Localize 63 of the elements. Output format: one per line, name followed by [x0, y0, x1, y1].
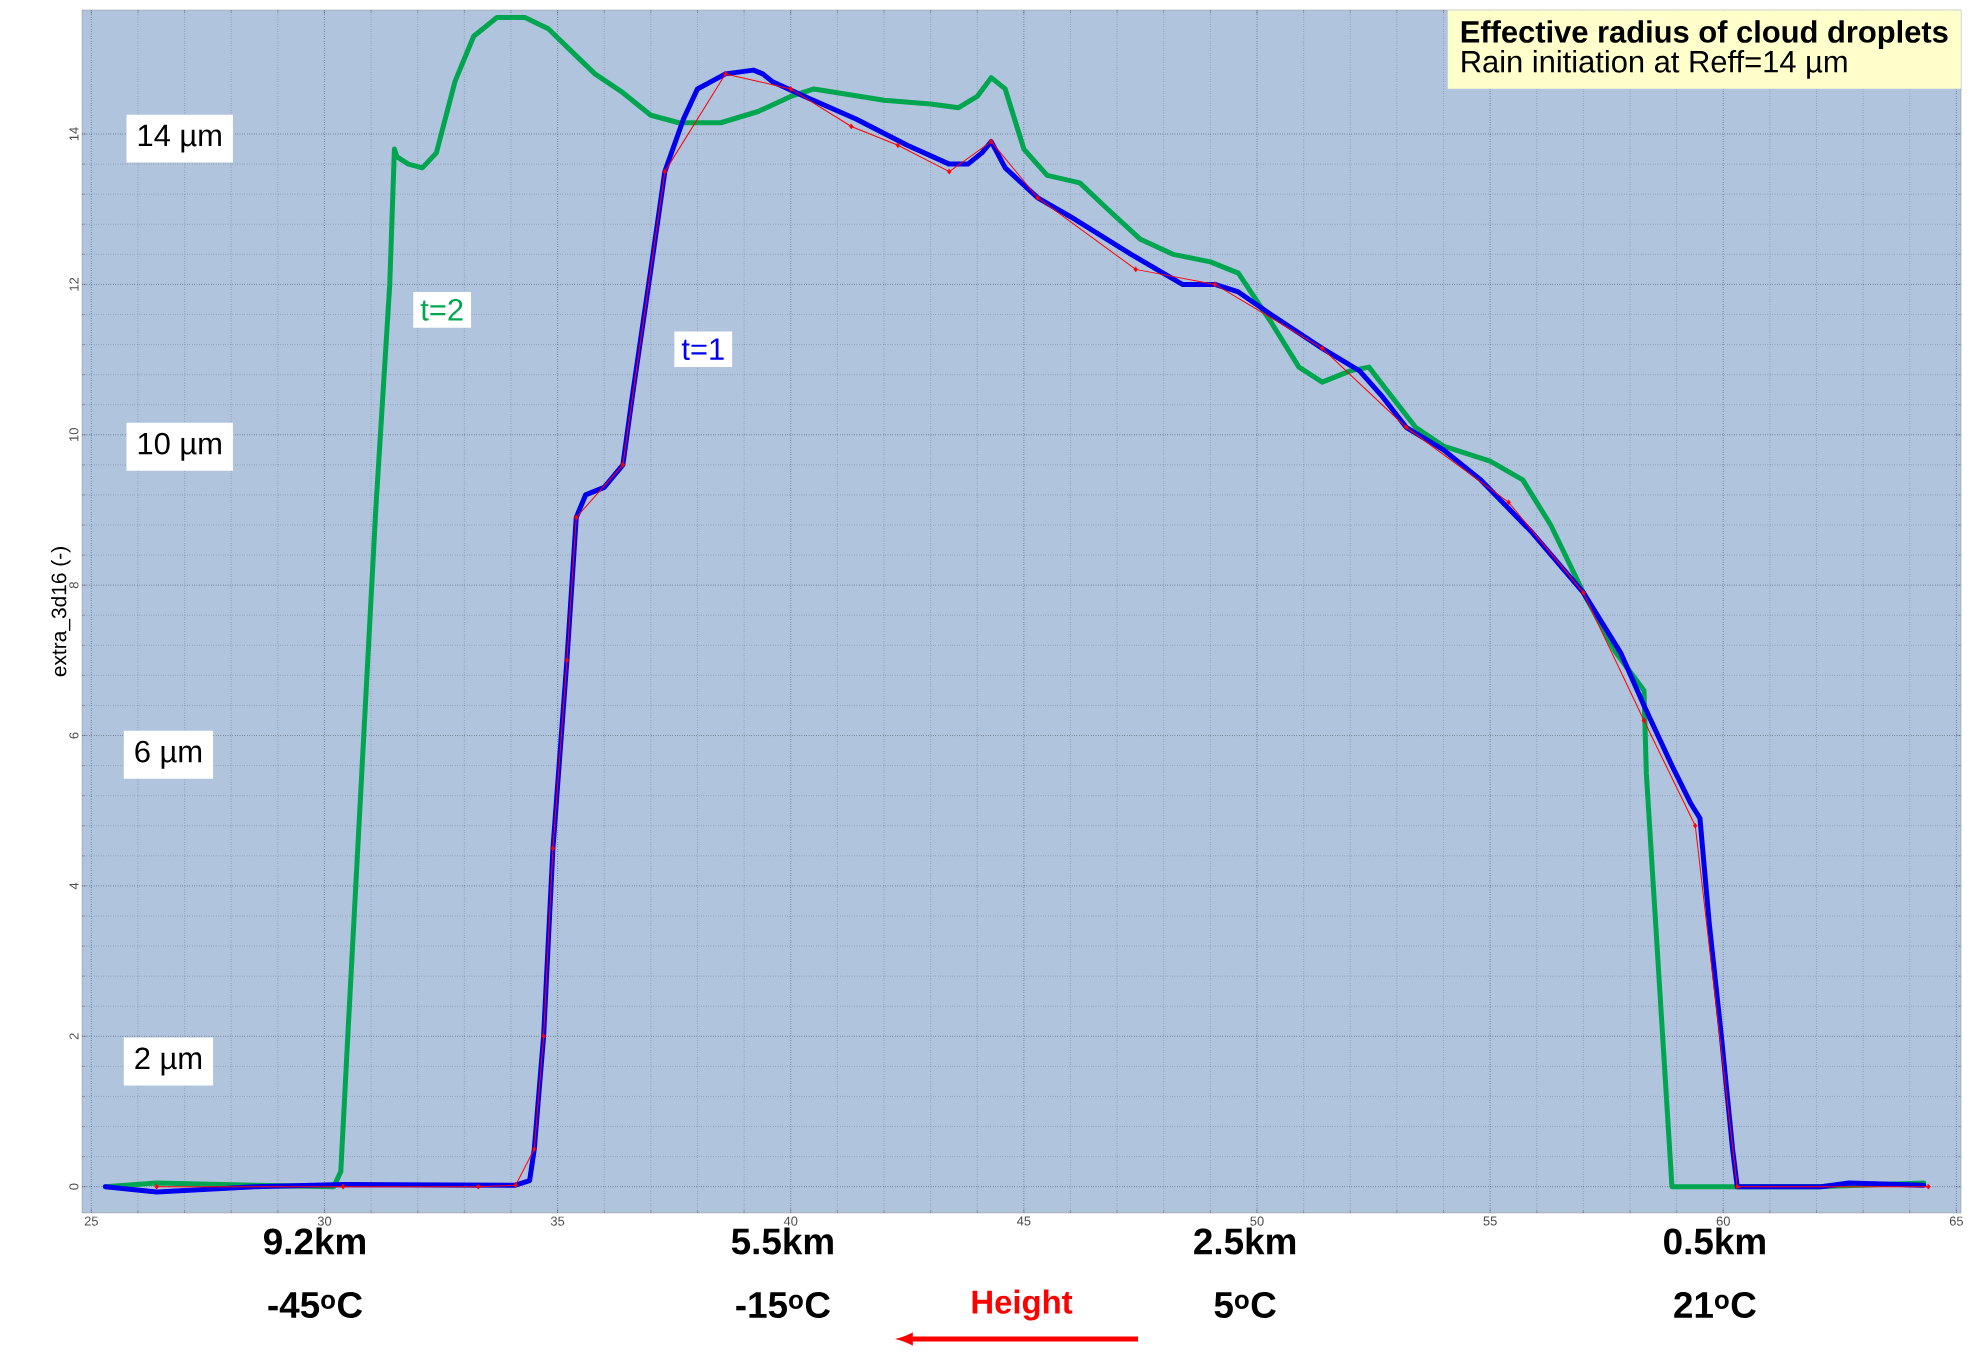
point — [1404, 424, 1409, 431]
text: 9.2km — [264, 1227, 365, 1255]
x-tick-label: 25 — [84, 1216, 98, 1226]
point — [1506, 499, 1511, 506]
point — [532, 1146, 537, 1152]
x-tick-label: 45 — [1016, 1216, 1031, 1226]
point — [1320, 345, 1325, 352]
y-tick-label: 12 — [69, 277, 79, 291]
series-label: t=1 — [681, 338, 724, 360]
point — [895, 142, 901, 149]
point — [620, 462, 625, 468]
y-axis-title: extra_3d16 (-) — [50, 547, 71, 677]
text: 5.5km — [731, 1227, 833, 1255]
x-tick-label: 35 — [550, 1216, 565, 1226]
point — [1641, 717, 1647, 724]
y-tick-label: 10 — [69, 428, 79, 442]
y-tick-label: 8 — [69, 582, 79, 589]
point — [1212, 281, 1218, 288]
x-axis-title: Height — [972, 1289, 1073, 1321]
x-tick-label: 65 — [1949, 1216, 1964, 1226]
point — [574, 514, 579, 521]
point — [849, 123, 854, 130]
point — [947, 168, 952, 175]
point — [1926, 1183, 1931, 1190]
annotation: 10 µm — [138, 432, 221, 461]
point — [340, 1183, 346, 1190]
y-tick-label: 0 — [69, 1183, 79, 1190]
text: 5$^{o}$C — [1214, 1291, 1276, 1319]
y-tick-label: 2 — [69, 1033, 79, 1040]
x-tick-label: 30 — [317, 1216, 332, 1226]
point — [550, 845, 556, 852]
point — [476, 1183, 481, 1190]
point — [662, 168, 667, 175]
x-tick-label: 50 — [1250, 1216, 1264, 1226]
point — [541, 1033, 546, 1040]
point — [1693, 823, 1698, 829]
text: Rain initiation at Reff=14 µm — [1462, 49, 1847, 79]
series-label: t=2 — [420, 298, 463, 321]
point — [1035, 195, 1040, 201]
x-tick-label: 60 — [1716, 1216, 1730, 1226]
point — [513, 1182, 518, 1188]
annotation: 6 µm — [135, 740, 202, 769]
point — [1735, 1183, 1740, 1190]
y-tick-label: 4 — [69, 882, 79, 890]
point — [1581, 589, 1586, 596]
y-tick-label: 6 — [69, 732, 79, 739]
text: 21$^{o}$C — [1674, 1291, 1756, 1319]
point — [788, 86, 793, 92]
point — [564, 657, 570, 664]
annotation: 2 µm — [135, 1047, 202, 1076]
text: 2.5km — [1194, 1227, 1296, 1255]
point — [723, 71, 728, 77]
y-tick-label: 14 — [69, 127, 79, 141]
point — [989, 138, 994, 145]
chart-title: Effective radius of cloud droplets — [1461, 20, 1948, 49]
text: -45$^{o}$C — [268, 1291, 363, 1319]
x-tick-label: 40 — [783, 1216, 798, 1226]
x-tick-label: 55 — [1483, 1216, 1497, 1226]
annotation: 14 µm — [138, 124, 221, 153]
point — [1133, 266, 1138, 273]
point — [154, 1183, 159, 1190]
text: 0.5km — [1664, 1227, 1765, 1255]
text: -15$^{o}$C — [736, 1291, 830, 1319]
